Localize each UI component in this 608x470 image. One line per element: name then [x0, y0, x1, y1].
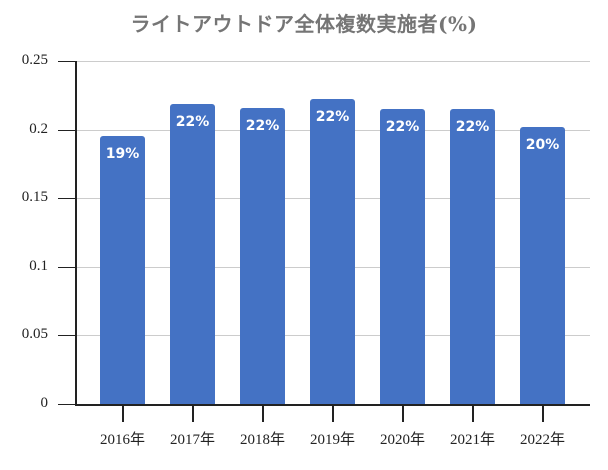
bar-data-label: 22%	[245, 117, 280, 134]
bar-2017年[interactable]: 22%	[170, 103, 215, 404]
x-tick-label: 2017年	[169, 432, 215, 448]
bar-data-label: 22%	[455, 119, 490, 136]
y-tick	[58, 198, 75, 199]
y-tick-label: 0	[40, 395, 49, 411]
bar-data-label: 20%	[525, 136, 560, 153]
x-tick-label: 2016年	[99, 432, 145, 448]
y-tick	[58, 404, 75, 405]
bar-2019年[interactable]: 22%	[310, 99, 355, 404]
x-axis	[75, 404, 590, 406]
x-tick-label: 2018年	[239, 432, 285, 448]
x-tick	[262, 404, 264, 422]
gridline	[75, 61, 590, 62]
y-tick	[58, 335, 75, 336]
x-tick	[192, 404, 194, 422]
x-tick-label: 2022年	[519, 432, 565, 448]
x-tick-label: 2019年	[309, 432, 355, 448]
x-tick	[472, 404, 474, 422]
bar-data-label: 22%	[175, 113, 210, 130]
y-tick-label: 0.15	[21, 189, 48, 205]
bar-data-label: 19%	[105, 146, 140, 163]
y-tick	[58, 267, 75, 268]
y-tick-label: 0.2	[29, 121, 48, 137]
chart-title: ライトアウトドア全体複数実施者(%)	[130, 12, 478, 36]
y-tick	[58, 130, 75, 131]
bar-2018年[interactable]: 22%	[240, 107, 285, 404]
y-tick-label: 0.25	[21, 52, 48, 68]
bar-data-label: 22%	[385, 119, 420, 136]
bar-data-label: 22%	[315, 109, 350, 126]
bar-2016年[interactable]: 19%	[100, 136, 145, 404]
x-tick	[542, 404, 544, 422]
bar-2020年[interactable]: 22%	[380, 109, 425, 404]
y-tick-label: 0.05	[21, 326, 48, 342]
x-tick-label: 2021年	[449, 432, 495, 448]
y-tick	[58, 61, 75, 62]
y-tick-label: 0.1	[29, 258, 48, 274]
bar-2022年[interactable]: 20%	[520, 126, 565, 404]
x-tick	[402, 404, 404, 422]
x-tick	[122, 404, 124, 422]
x-tick-label: 2020年	[379, 432, 425, 448]
bar-2021年[interactable]: 22%	[450, 109, 495, 404]
y-axis	[75, 61, 77, 404]
x-tick	[332, 404, 334, 422]
